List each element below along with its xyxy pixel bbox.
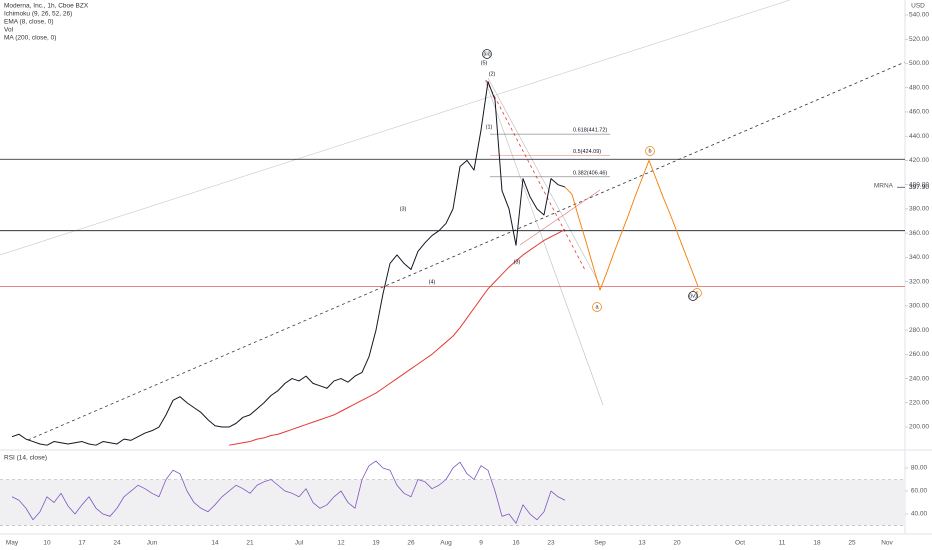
- y-tick-label: 480.00: [909, 84, 929, 91]
- x-tick-label: 21: [246, 540, 254, 547]
- y-tick-label: 360.00: [909, 230, 929, 237]
- y-tick-label: 460.00: [909, 109, 929, 116]
- fib-label: 0.618(441.72): [573, 128, 607, 134]
- wave-label: (4): [429, 279, 436, 285]
- x-tick-label: 12: [337, 540, 345, 547]
- x-tick-label: 20: [673, 540, 681, 547]
- annotation-circle: [645, 146, 655, 156]
- x-tick-label: 14: [211, 540, 219, 547]
- y-tick-label: 280.00: [909, 327, 929, 334]
- y-tick-label: 80.00: [911, 465, 928, 472]
- x-tick-label: 9: [479, 540, 483, 547]
- x-tick-label: 26: [407, 540, 415, 547]
- x-tick-label: 24: [113, 540, 121, 547]
- indicator-label: EMA (8, close, 0): [4, 19, 54, 26]
- x-tick-label: Aug: [440, 540, 452, 547]
- annotation-circle: [592, 302, 602, 312]
- x-tick-label: 13: [638, 540, 646, 547]
- x-tick-label: Nov: [881, 540, 893, 547]
- plot: 200.00 220.00 240.00 260.00 280.00 300.00 320.…: [0, 12, 929, 547]
- wave-label: (5): [481, 60, 488, 66]
- y-tick-label: 60.00: [911, 488, 928, 495]
- wedge-line: [519, 189, 601, 246]
- chart-title: Moderna, Inc., 1h, Cboe BZX: [4, 3, 89, 10]
- series-line: [228, 229, 566, 446]
- wave-label: (1): [486, 124, 493, 130]
- y-tick-label: 420.00: [909, 157, 929, 164]
- x-tick-label: 11: [779, 540, 786, 547]
- x-tick-label: Jul: [295, 540, 304, 547]
- y-tick-label: 240.00: [909, 375, 929, 382]
- x-tick-label: Jun: [147, 540, 158, 547]
- fib-label: 0.5(424.09): [573, 149, 601, 155]
- rsi-title: RSI (14, close): [4, 455, 47, 462]
- fib-label: 0.382(406.46): [573, 170, 607, 176]
- y-tick-label: 260.00: [909, 351, 929, 358]
- y-tick-label: 520.00: [909, 36, 929, 43]
- currency-label: USD: [911, 3, 925, 10]
- y-tick-label: 40.00: [911, 511, 928, 518]
- x-tick-label: May: [6, 540, 19, 547]
- y-tick-label: 380.00: [909, 206, 929, 213]
- indicator-label: Vol: [4, 27, 14, 34]
- x-tick-label: 23: [547, 540, 555, 547]
- wave-label: (3): [514, 259, 521, 265]
- y-tick-label: 540.00: [909, 12, 929, 19]
- y-tick-label: 320.00: [909, 278, 929, 285]
- symbol-label: MRNA: [874, 183, 894, 190]
- wave-label: (iii): [483, 51, 490, 57]
- y-tick-label: 220.00: [909, 399, 929, 406]
- last-price-label: 397.90: [909, 184, 929, 191]
- series-line: [11, 81, 566, 446]
- y-tick-label: 440.00: [909, 133, 929, 140]
- x-tick-label: 18: [813, 540, 821, 547]
- channel-line: [487, 77, 601, 286]
- indicator-label: Ichimoku (9, 26, 52, 26): [4, 11, 72, 18]
- indicator-label: MA (200, close, 0): [4, 35, 56, 42]
- y-tick-label: 200.00: [909, 424, 929, 431]
- y-tick-label: 340.00: [909, 254, 929, 261]
- y-tick-label: 500.00: [909, 60, 929, 67]
- wave-label: a: [595, 304, 599, 310]
- rsi-band: [0, 479, 905, 526]
- x-tick-label: 16: [512, 540, 520, 547]
- y-tick-label: 300.00: [909, 303, 929, 310]
- wave-label: b: [648, 148, 651, 154]
- annotation-circle: [482, 49, 492, 59]
- x-tick-label: 25: [848, 540, 856, 547]
- annotation-circle: [688, 291, 698, 301]
- wave-label: (2): [489, 71, 496, 77]
- series-line: [564, 159, 699, 291]
- trend-line: [0, 0, 791, 256]
- wave-label: (3): [400, 206, 407, 212]
- wave-label: (iv): [689, 293, 697, 299]
- x-tick-label: 19: [372, 540, 380, 547]
- x-tick-label: 10: [43, 540, 51, 547]
- x-tick-label: Sep: [594, 540, 606, 547]
- x-tick-label: Oct: [735, 540, 745, 547]
- series-line: [11, 460, 566, 524]
- y-tick-label: 400.00: [909, 181, 929, 188]
- x-tick-label: 17: [78, 540, 86, 547]
